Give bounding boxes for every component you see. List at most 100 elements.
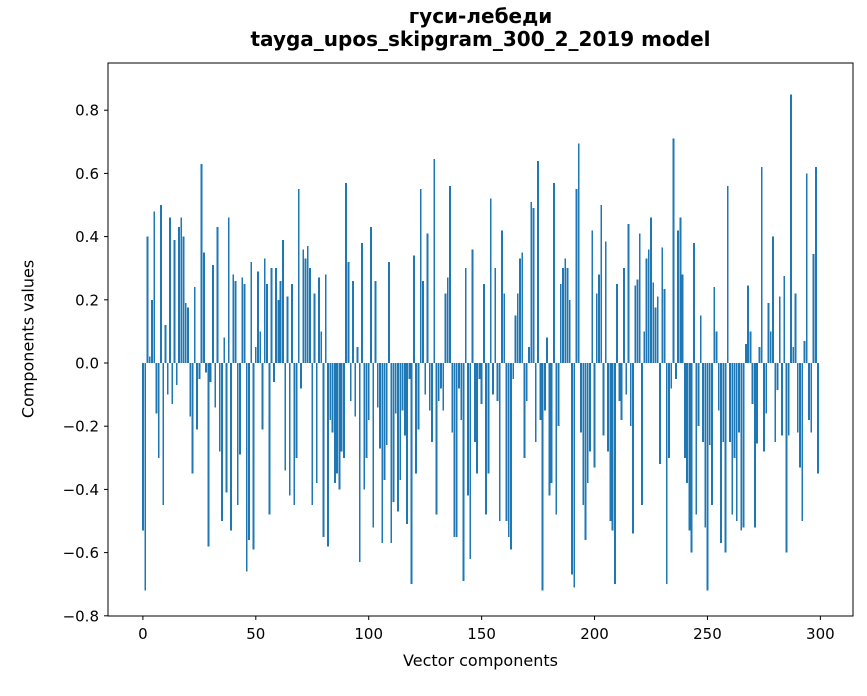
bar xyxy=(205,363,208,373)
bar xyxy=(781,363,783,436)
bar xyxy=(812,253,815,364)
bar xyxy=(462,363,465,582)
bar xyxy=(534,363,537,443)
bar xyxy=(693,242,695,364)
bar xyxy=(408,363,411,379)
bar xyxy=(151,299,153,364)
bar xyxy=(412,255,415,364)
bar xyxy=(449,186,451,364)
bar xyxy=(681,274,684,364)
bar xyxy=(589,363,591,452)
bar xyxy=(257,271,259,364)
bar xyxy=(302,249,305,364)
bar xyxy=(202,252,205,364)
bar xyxy=(268,363,271,515)
bar xyxy=(141,363,144,531)
x-tick-label: 0 xyxy=(138,625,148,643)
bar xyxy=(175,363,178,386)
bar xyxy=(440,363,442,389)
bar xyxy=(187,307,189,364)
bar xyxy=(717,363,720,411)
bar xyxy=(733,363,736,458)
bar xyxy=(778,296,781,364)
bar xyxy=(654,307,657,364)
bar xyxy=(602,363,605,436)
bar xyxy=(562,268,564,364)
bar xyxy=(647,249,650,364)
bar xyxy=(796,363,799,433)
bar xyxy=(772,236,774,364)
bar xyxy=(169,217,171,364)
bar xyxy=(641,363,643,506)
bar xyxy=(390,363,393,544)
bar xyxy=(611,363,614,531)
bar xyxy=(230,363,232,531)
bar xyxy=(697,363,700,427)
x-tick-label: 100 xyxy=(354,625,383,643)
bar xyxy=(738,363,740,433)
bar xyxy=(480,363,483,405)
bar xyxy=(674,363,677,379)
bar xyxy=(690,363,693,553)
bar xyxy=(638,233,641,364)
bar xyxy=(180,217,183,364)
x-tick-label: 300 xyxy=(806,625,835,643)
bar xyxy=(426,233,429,364)
bar xyxy=(207,363,210,547)
bar xyxy=(193,287,196,364)
bar xyxy=(747,285,750,364)
bar xyxy=(236,363,239,506)
bar xyxy=(245,363,248,572)
bar xyxy=(311,363,314,506)
bar xyxy=(519,258,521,364)
bar xyxy=(331,363,334,433)
bar xyxy=(286,296,289,364)
bar xyxy=(306,246,309,364)
bar xyxy=(634,285,637,364)
bar xyxy=(586,363,589,484)
bar xyxy=(695,363,698,515)
bar xyxy=(593,363,596,468)
bar xyxy=(200,163,203,364)
bar xyxy=(607,363,609,452)
bar xyxy=(209,363,212,382)
bar xyxy=(473,363,476,443)
bar xyxy=(742,363,745,528)
bar xyxy=(758,347,761,364)
bar xyxy=(715,331,718,364)
y-tick-label: 0.0 xyxy=(75,355,99,373)
bar xyxy=(419,189,422,364)
bar xyxy=(370,227,372,364)
bar xyxy=(783,276,786,364)
bar xyxy=(184,302,187,364)
bar xyxy=(792,347,795,364)
bar xyxy=(629,363,632,427)
bar xyxy=(744,344,747,364)
bar xyxy=(543,363,546,411)
bar xyxy=(525,363,528,401)
bar xyxy=(731,363,734,515)
bar xyxy=(530,201,533,364)
bar xyxy=(564,258,567,364)
bar xyxy=(248,363,250,540)
bar xyxy=(148,356,151,364)
bar xyxy=(550,363,553,484)
x-axis-label: Vector components xyxy=(403,651,558,670)
bar xyxy=(469,363,472,559)
bar xyxy=(171,363,174,405)
bar xyxy=(632,363,634,534)
bar xyxy=(571,363,573,575)
bar xyxy=(424,363,427,395)
bar xyxy=(275,268,278,364)
bar xyxy=(618,363,621,401)
bar xyxy=(683,363,686,458)
bar xyxy=(322,363,325,537)
bar xyxy=(433,159,436,364)
bar xyxy=(329,363,332,420)
bar xyxy=(729,363,731,443)
bar xyxy=(460,363,463,420)
bar xyxy=(293,363,296,506)
x-tick-label: 200 xyxy=(580,625,609,643)
